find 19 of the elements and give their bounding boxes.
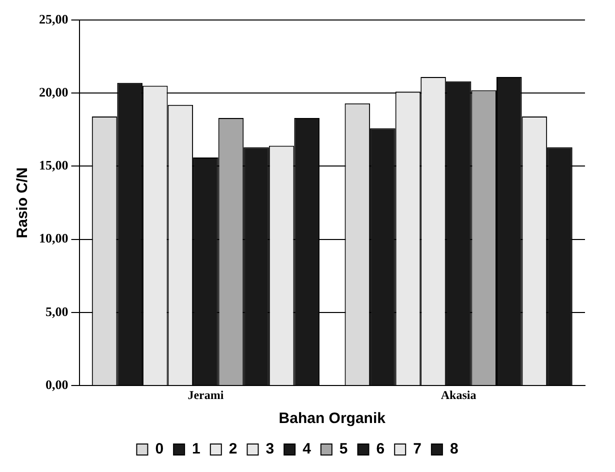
y-axis-title: Rasio C/N [14,167,32,238]
y-tick-label: 20,00 [39,84,68,100]
y-tick-label: 25,00 [39,11,68,26]
legend-label: 0 [155,440,164,458]
legend-label: 5 [339,440,348,458]
legend-label: 4 [302,440,312,458]
y-tick-label: 0,00 [46,376,68,392]
y-tick-label: 10,00 [39,230,68,246]
legend-label: 6 [376,440,385,458]
legend-label: 1 [192,440,200,458]
legend-label: 8 [450,440,458,458]
legend-label: 3 [266,440,274,458]
y-tick-label: 5,00 [46,304,68,319]
x-axis-title: Bahan Organik [278,410,386,428]
legend-label: 7 [413,440,422,458]
legend-label: 2 [228,440,238,458]
x-tick-label: Jerami [188,388,224,402]
y-tick-label: 15,00 [39,158,68,173]
x-tick-label: Akasia [440,388,476,402]
